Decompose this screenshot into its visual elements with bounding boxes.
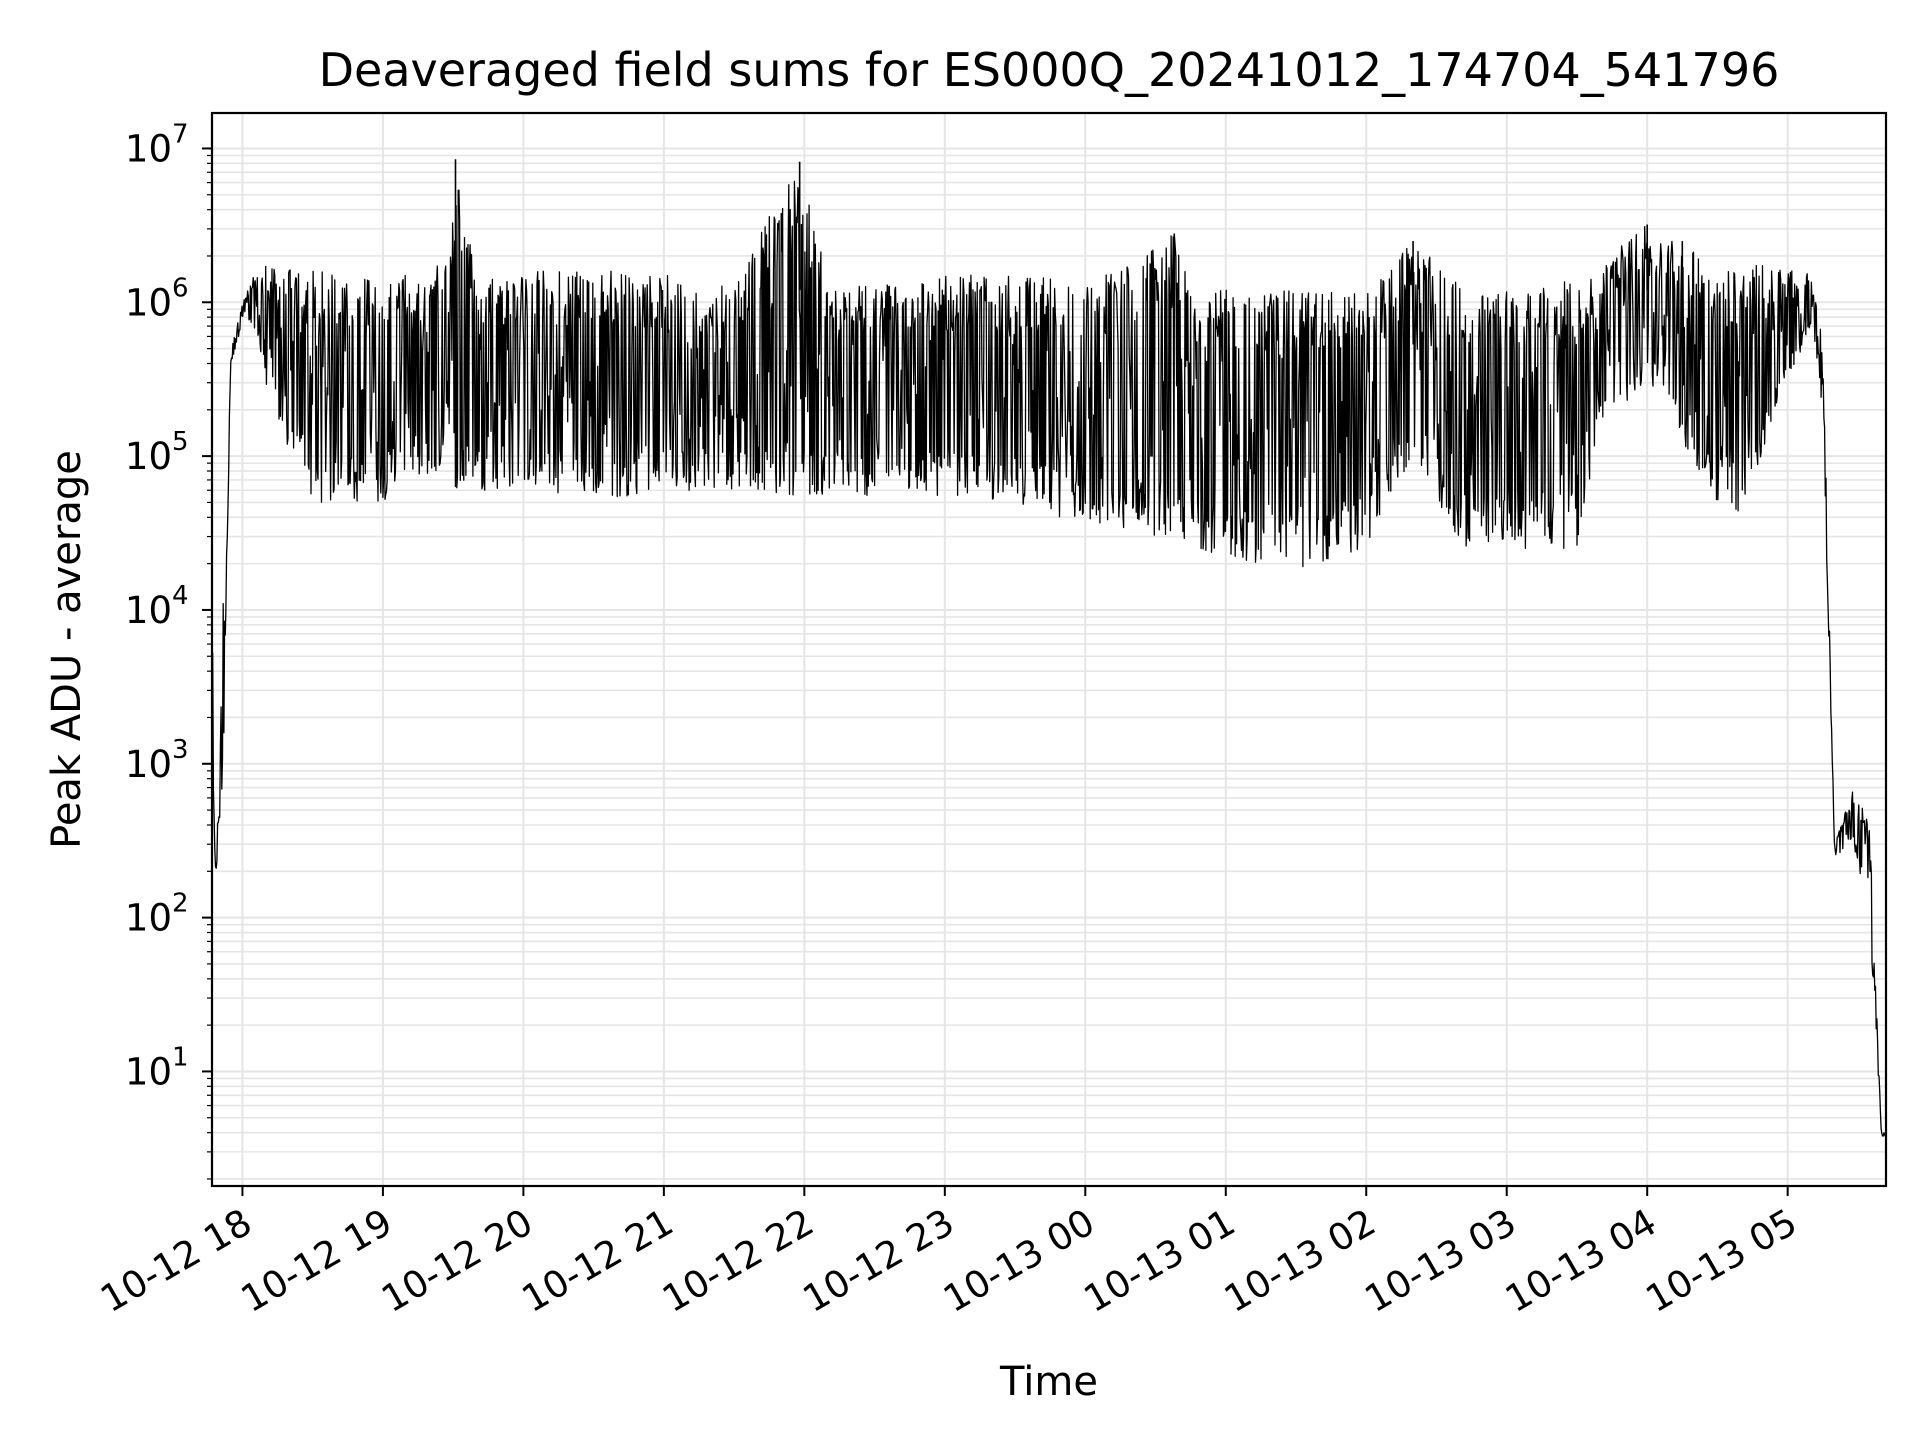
y-tick-label: 10 xyxy=(125,127,172,170)
y-tick-label: 10 xyxy=(125,1050,172,1093)
y-tick-exponent: 1 xyxy=(172,1042,189,1072)
y-tick-exponent: 2 xyxy=(172,889,189,919)
y-tick-label: 10 xyxy=(125,589,172,632)
y-tick-exponent: 3 xyxy=(172,735,189,765)
data-series xyxy=(211,159,1887,1137)
y-tick-base: 10 xyxy=(125,743,172,786)
y-axis-label: Peak ADU - average xyxy=(44,450,90,849)
y-tick-exponent: 7 xyxy=(172,119,189,149)
grid-lines xyxy=(212,113,1886,1186)
y-tick-base: 10 xyxy=(125,1050,172,1093)
y-tick-exponent: 4 xyxy=(172,581,189,611)
y-tick-exponent: 5 xyxy=(172,427,189,457)
y-tick-label: 10 xyxy=(125,743,172,786)
x-axis-label: Time xyxy=(999,1359,1098,1405)
y-tick-base: 10 xyxy=(125,435,172,478)
y-tick-base: 10 xyxy=(125,127,172,170)
y-tick-label: 10 xyxy=(125,897,172,940)
y-tick-label: 10 xyxy=(125,281,172,324)
y-tick-exponent: 6 xyxy=(172,273,189,303)
chart-title: Deaveraged field sums for ES000Q_2024101… xyxy=(319,43,1780,97)
plot-frame xyxy=(210,111,1888,1188)
y-tick-base: 10 xyxy=(125,589,172,632)
y-tick-label: 10 xyxy=(125,435,172,478)
y-tick-base: 10 xyxy=(125,281,172,324)
series-line xyxy=(211,180,1887,1137)
y-tick-base: 10 xyxy=(125,897,172,940)
